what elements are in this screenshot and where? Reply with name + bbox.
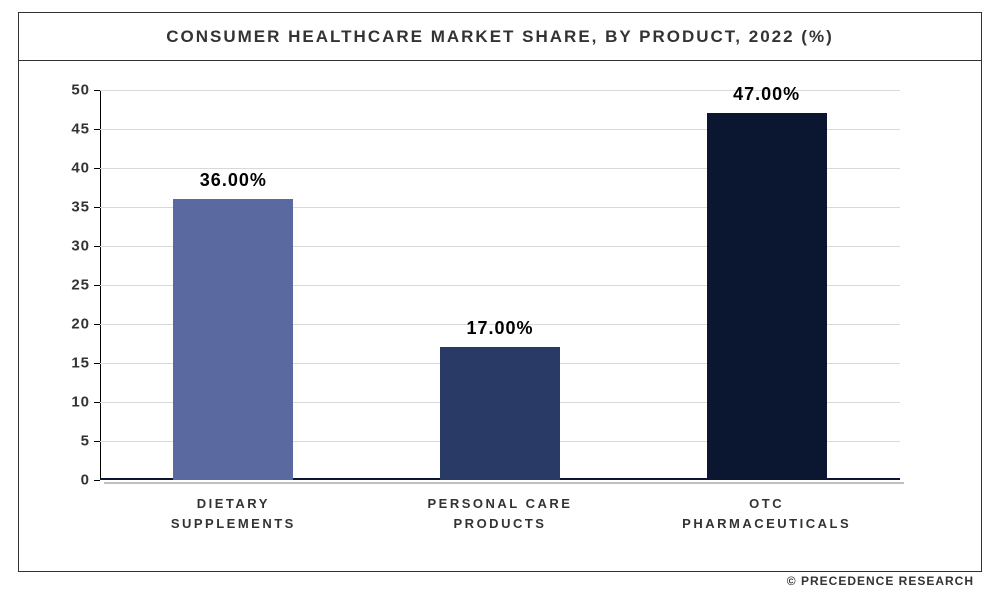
y-tick-label: 30 [71,238,90,255]
x-axis-shadow [104,482,904,484]
bar-value-label: 17.00% [400,318,600,339]
y-tick-label: 5 [81,433,90,450]
category-label: DIETARYSUPPLEMENTS [123,494,343,533]
credit-text: © PRECEDENCE RESEARCH [787,574,974,588]
y-tick-label: 15 [71,355,90,372]
y-tick [94,285,100,286]
y-tick [94,480,100,481]
y-tick-label: 50 [71,82,90,99]
y-tick [94,207,100,208]
y-tick [94,90,100,91]
category-label: PERSONAL CAREPRODUCTS [390,494,610,533]
y-tick [94,402,100,403]
category-label: OTCPHARMACEUTICALS [657,494,877,533]
bar-value-label: 47.00% [667,84,867,105]
y-tick-label: 40 [71,160,90,177]
y-tick [94,246,100,247]
y-tick-label: 25 [71,277,90,294]
bar [440,347,560,480]
y-tick-label: 10 [71,394,90,411]
y-tick-label: 45 [71,121,90,138]
y-tick-label: 20 [71,316,90,333]
y-tick [94,441,100,442]
chart-title-text: CONSUMER HEALTHCARE MARKET SHARE, BY PRO… [166,27,833,47]
y-tick-label: 0 [81,472,90,489]
y-tick [94,129,100,130]
bar [707,113,827,480]
y-tick [94,363,100,364]
y-tick-label: 35 [71,199,90,216]
plot-area: 0510152025303540455036.00%DIETARYSUPPLEM… [100,90,900,480]
y-tick [94,168,100,169]
y-tick [94,324,100,325]
bar-value-label: 36.00% [133,170,333,191]
bar [173,199,293,480]
chart-title: CONSUMER HEALTHCARE MARKET SHARE, BY PRO… [19,13,981,61]
